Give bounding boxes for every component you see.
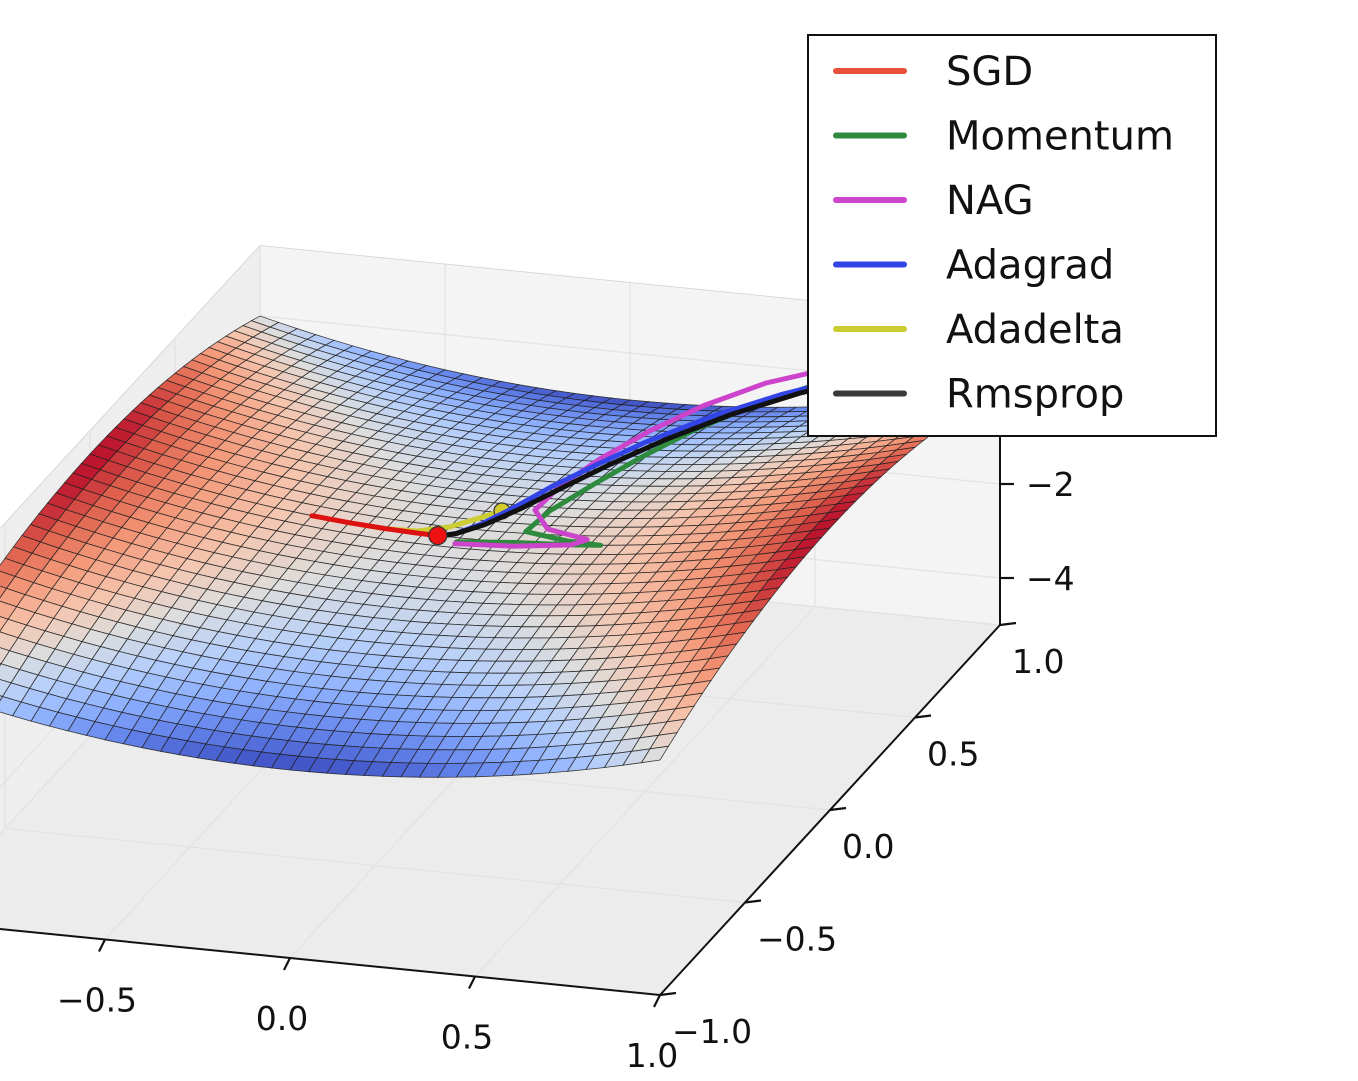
marker-sgd [428,526,448,546]
y-tick-label: −0.5 [757,920,837,959]
z-tick-label: −4 [1026,559,1075,598]
y-gridline-floor [4,827,746,904]
z-tick-label: −2 [1026,465,1075,504]
y-tick [829,806,847,812]
legend-box [807,34,1217,437]
x-tick-label: 0.5 [441,1018,493,1057]
y-tick [999,621,1017,627]
x-tick-label: 1.0 [626,1036,678,1075]
y-tick [659,991,677,997]
surface-cell [0,647,11,665]
y-tick [914,714,932,719]
legend-label-rmsprop: Rmsprop [946,372,1124,418]
x-tick [468,976,476,989]
surface-cell [0,696,22,717]
legend-label-nag: NAG [946,178,1034,224]
y-tick-label: −1.0 [672,1012,752,1051]
y-tick [744,899,762,904]
x-tick [653,994,661,1008]
x-tick [98,939,106,952]
surface-cell [0,585,8,599]
surface-cell [640,745,670,764]
surface-cell [0,616,9,632]
legend-label-sgd: SGD [946,49,1033,95]
x-tick-label: 0.0 [256,999,308,1038]
surface-cell [0,663,2,667]
legend-label-adadelta: Adadelta [946,307,1124,353]
y-tick-label: 0.5 [927,735,979,774]
y-tick-label: 0.0 [842,827,894,866]
surface-cell [0,695,4,702]
trajectory-nag [452,360,881,549]
axes-3d: −1.0−0.50.00.51.0−1.0−0.50.00.51.0−4−20 [0,244,1075,1075]
legend-label-adagrad: Adagrad [946,243,1114,289]
y-tick-label: 1.0 [1012,642,1064,681]
axis-ticks: −1.0−0.50.00.51.0−1.0−0.50.00.51.0−4−20 [57,371,1075,1075]
x-tick [283,957,291,971]
legend: SGD Momentum NAG Adagrad Adadelta Rmsprop [807,34,1217,437]
trajectory-sgd [309,513,441,539]
legend-label-momentum: Momentum [946,114,1174,160]
x-tick-label: −0.5 [57,981,137,1020]
surface-cell [0,679,12,697]
